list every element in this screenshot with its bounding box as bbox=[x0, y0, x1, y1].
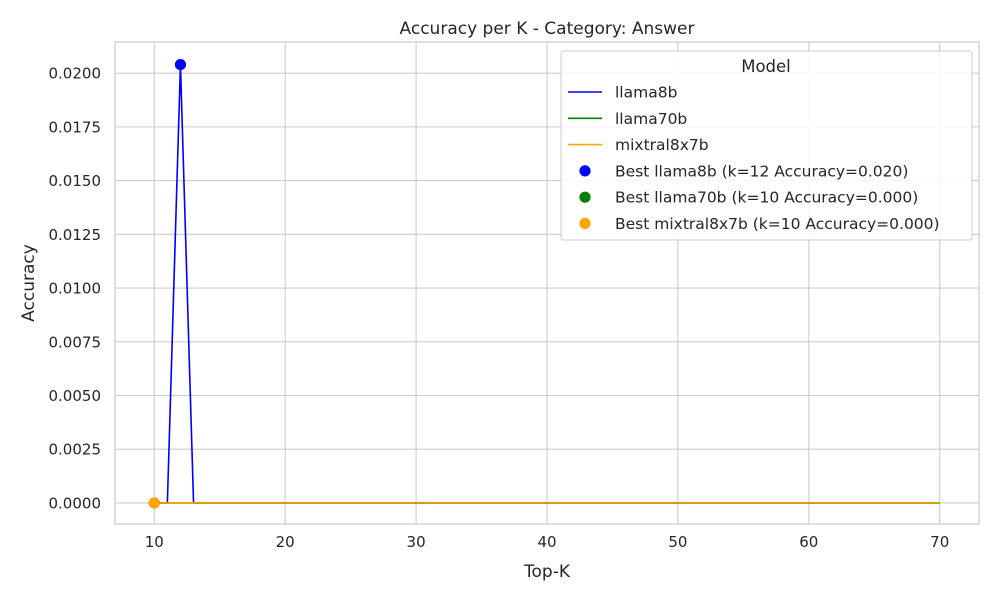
chart-title: Accuracy per K - Category: Answer bbox=[400, 19, 695, 39]
y-tick-label: 0.0000 bbox=[49, 494, 102, 512]
legend-label-llama70b: llama70b bbox=[615, 110, 687, 128]
legend-label-best-point: Best llama8b (k=12 Accuracy=0.020) bbox=[615, 162, 908, 180]
x-tick-label: 50 bbox=[668, 533, 687, 551]
x-tick-label: 30 bbox=[407, 533, 426, 551]
y-tick-label: 0.0100 bbox=[49, 280, 102, 298]
y-tick-label: 0.0075 bbox=[49, 333, 102, 351]
x-tick-label: 60 bbox=[799, 533, 818, 551]
x-axis-label: Top-K bbox=[523, 562, 571, 582]
legend-label-best-point: Best llama70b (k=10 Accuracy=0.000) bbox=[615, 189, 918, 207]
y-tick-label: 0.0025 bbox=[49, 441, 102, 459]
best-point-marker-llama8b bbox=[174, 58, 187, 71]
y-tick-label: 0.0125 bbox=[49, 226, 102, 244]
legend-title: Model bbox=[741, 57, 791, 76]
x-tick-label: 20 bbox=[276, 533, 295, 551]
y-tick-label: 0.0050 bbox=[49, 387, 102, 405]
plot-frame bbox=[114, 41, 980, 525]
best-point-marker-mixtral8x7b bbox=[148, 497, 160, 509]
y-tick-label: 0.0150 bbox=[49, 172, 102, 190]
best-points bbox=[148, 58, 187, 509]
y-tick-label: 0.0200 bbox=[49, 65, 102, 83]
legend-label-best-point: Best mixtral8x7b (k=10 Accuracy=0.000) bbox=[615, 215, 940, 233]
legend-label-llama8b: llama8b bbox=[615, 84, 677, 102]
y-axis-label: Accuracy bbox=[19, 244, 39, 322]
legend: Model llama8b llama70b mixtral8x7b Best lla… bbox=[560, 50, 973, 241]
x-tick-labels: 10 20 30 40 50 60 70 bbox=[145, 533, 950, 551]
legend-label-mixtral8x7b: mixtral8x7b bbox=[615, 136, 709, 154]
legend-marker-swatch bbox=[579, 165, 591, 177]
series-lines bbox=[154, 63, 940, 504]
x-tick-label: 70 bbox=[930, 533, 949, 551]
y-tick-labels: 0.0000 0.0025 0.0050 0.0075 0.0100 0.0125 0.01… bbox=[49, 65, 102, 513]
x-tick-label: 40 bbox=[537, 533, 556, 551]
y-tick-label: 0.0175 bbox=[49, 118, 102, 136]
legend-marker-swatch bbox=[579, 217, 591, 230]
legend-box bbox=[560, 50, 973, 241]
legend-entries: llama8b llama70b mixtral8x7b Best llama8b (… bbox=[568, 84, 940, 233]
legend-marker-swatch bbox=[579, 191, 591, 203]
x-tick-label: 10 bbox=[145, 533, 164, 551]
